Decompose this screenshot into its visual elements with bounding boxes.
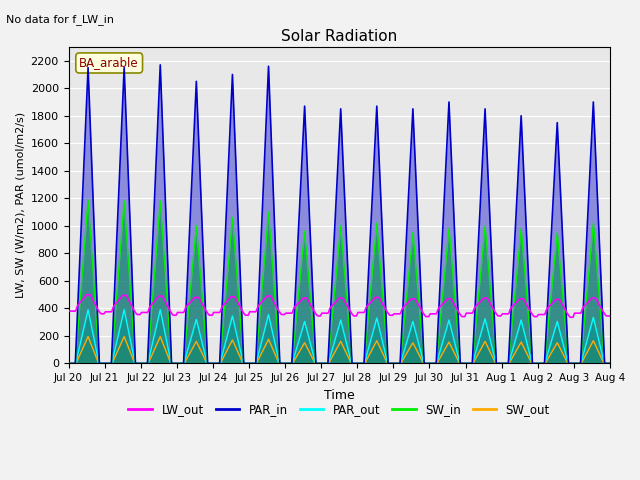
Legend: LW_out, PAR_in, PAR_out, SW_in, SW_out: LW_out, PAR_in, PAR_out, SW_in, SW_out bbox=[124, 398, 555, 421]
X-axis label: Time: Time bbox=[324, 389, 355, 402]
Text: BA_arable: BA_arable bbox=[79, 57, 139, 70]
Title: Solar Radiation: Solar Radiation bbox=[281, 29, 397, 44]
Text: No data for f_LW_in: No data for f_LW_in bbox=[6, 14, 115, 25]
Y-axis label: LW, SW (W/m2), PAR (umol/m2/s): LW, SW (W/m2), PAR (umol/m2/s) bbox=[15, 112, 25, 298]
